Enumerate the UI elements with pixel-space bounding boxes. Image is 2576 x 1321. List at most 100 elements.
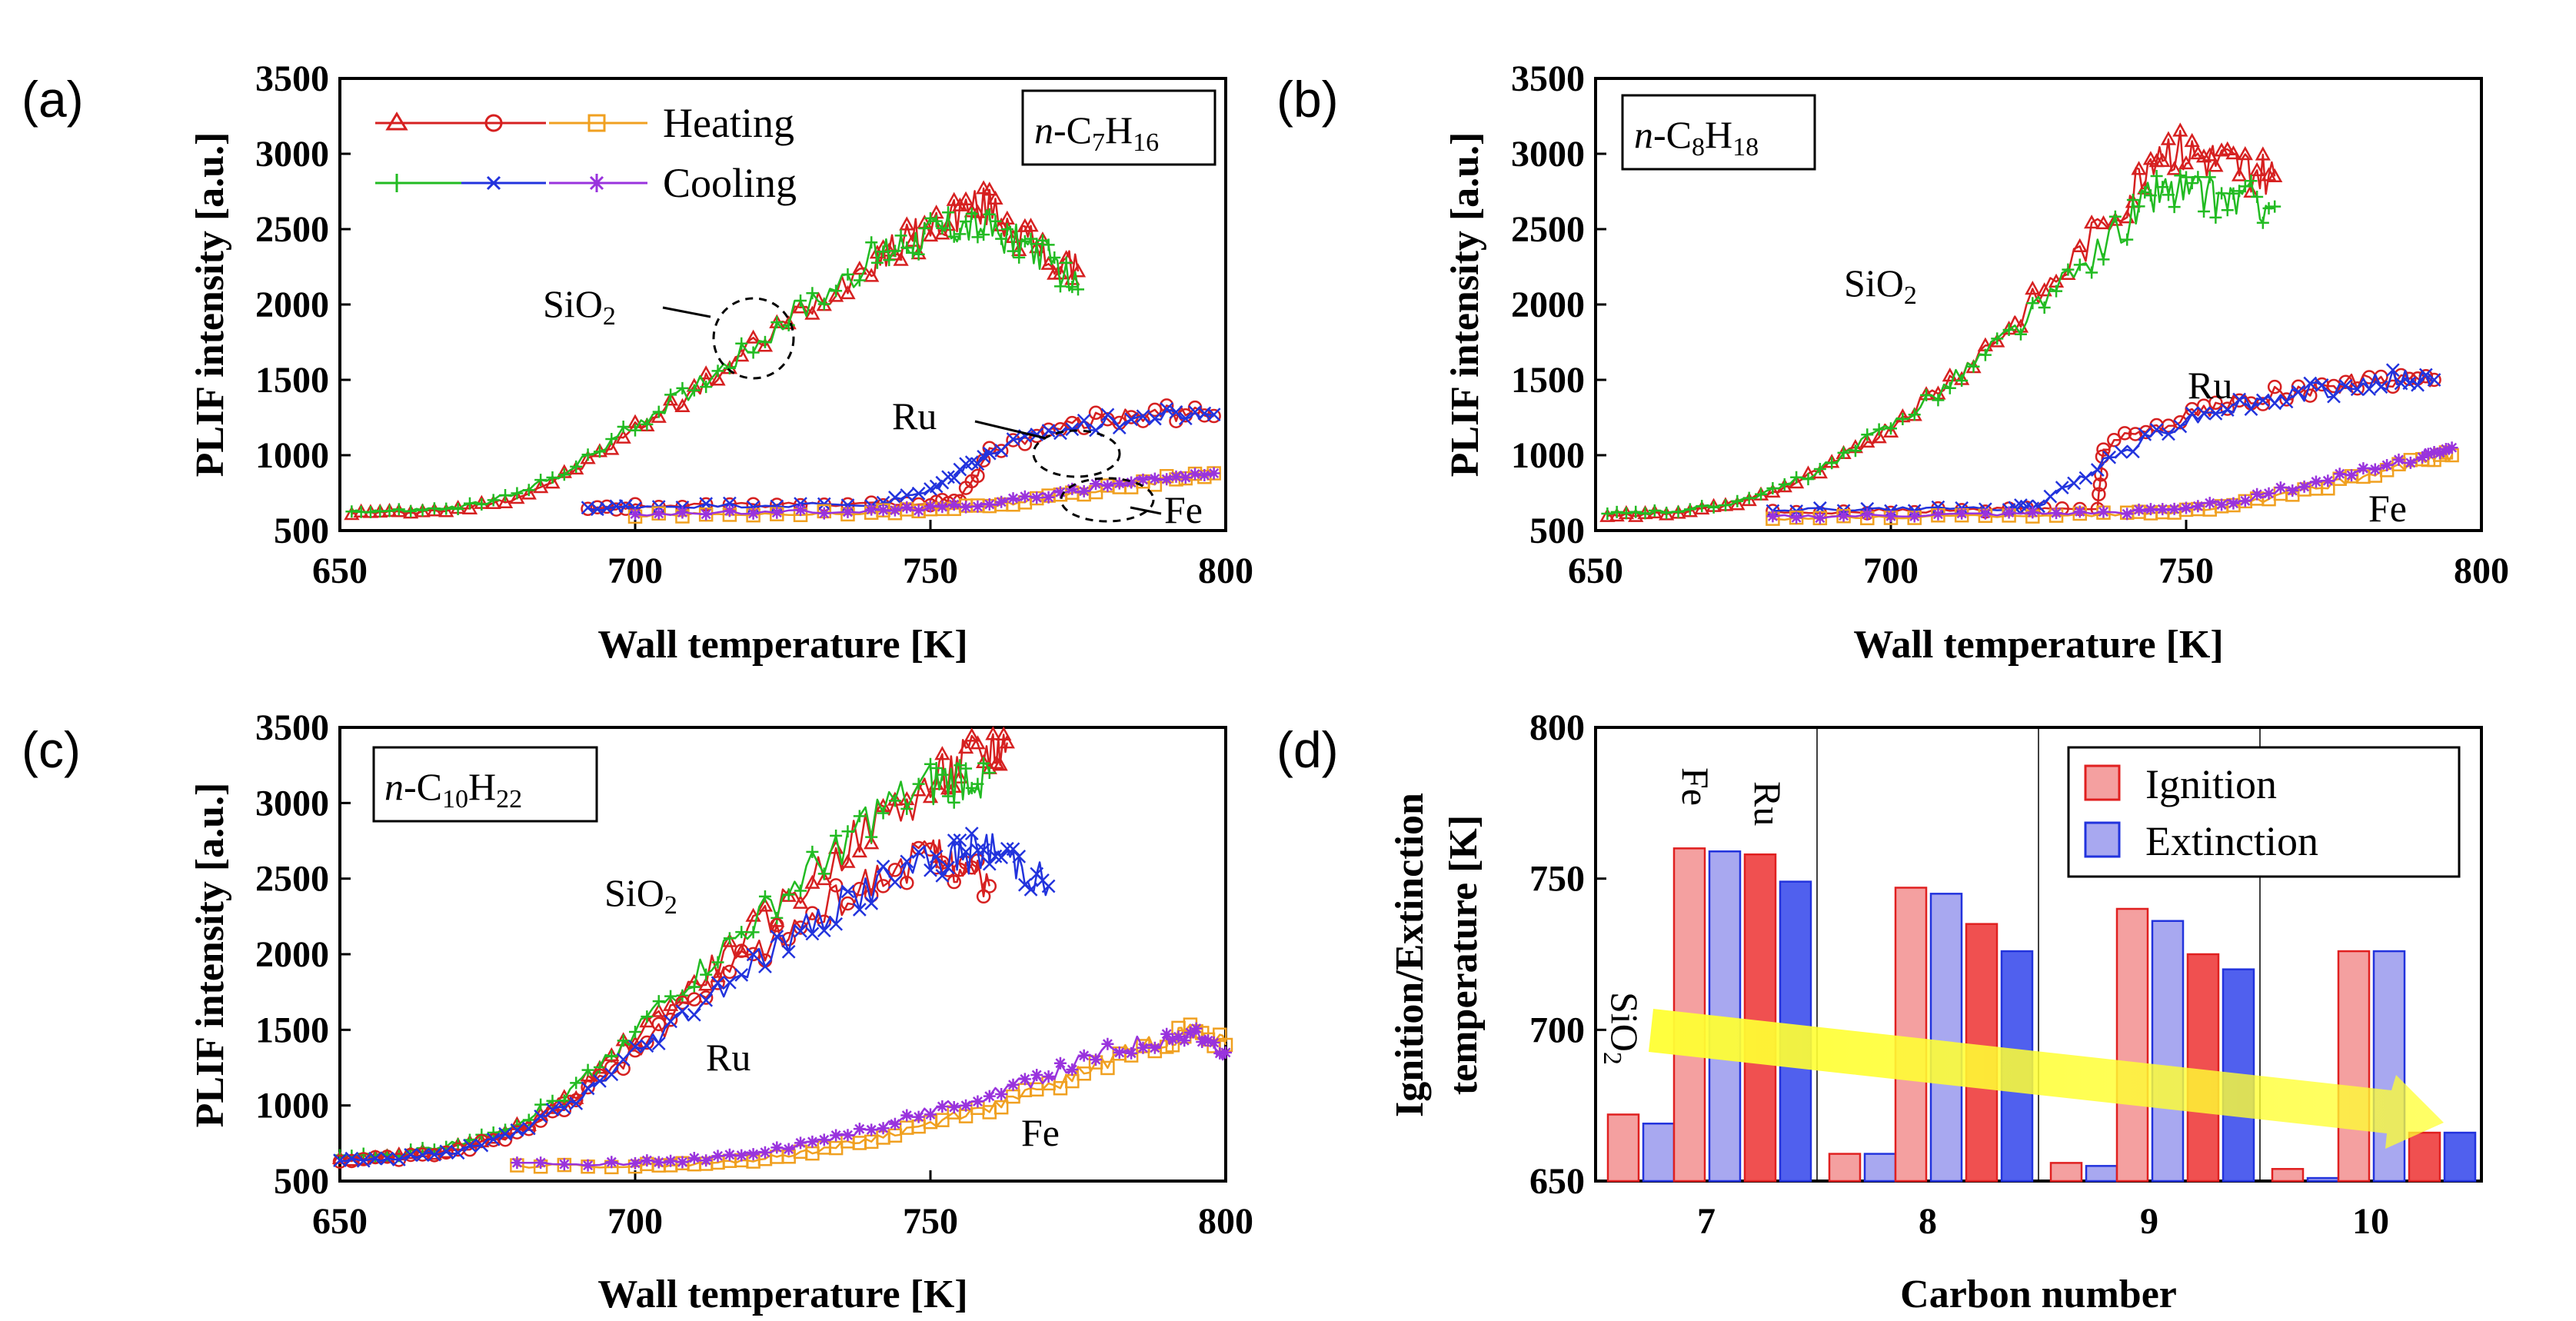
- data-point: [852, 881, 867, 897]
- data-point: [581, 448, 594, 461]
- surface-labels-d: Fe Ru SiO2: [1598, 767, 1789, 1065]
- bars-d: [1606, 847, 2477, 1183]
- data-point: [924, 863, 937, 877]
- data-point: [521, 1121, 536, 1136]
- data-point: [1030, 1069, 1043, 1081]
- data-point: [2168, 502, 2181, 515]
- data-point: [1030, 428, 1044, 441]
- ru-annotation-a: Ru: [892, 394, 937, 438]
- data-point: [995, 232, 1008, 245]
- data-point: [392, 503, 405, 516]
- data-point: [2262, 201, 2275, 215]
- data-point: [888, 245, 901, 258]
- y-tick-label: 3500: [255, 58, 329, 99]
- data-point: [841, 268, 854, 281]
- data-point: [982, 857, 997, 871]
- data-point: [1172, 1030, 1185, 1043]
- data-point: [2421, 448, 2435, 461]
- data-point: [758, 1146, 771, 1159]
- data-point: [700, 507, 713, 521]
- data-point: [711, 364, 724, 378]
- data-point: [746, 947, 760, 962]
- data-point: [498, 1126, 512, 1141]
- series-fe-cooling: [629, 467, 1220, 521]
- data-point: [2192, 500, 2205, 513]
- data-point: [2172, 122, 2188, 137]
- bar-sio2-ignition-c7: [1606, 1113, 1640, 1183]
- xlabel-b: Wall temperature [K]: [1853, 623, 2223, 667]
- data-point: [2309, 475, 2322, 488]
- data-point: [770, 316, 784, 329]
- data-point: [428, 502, 441, 515]
- data-point: [2219, 141, 2235, 155]
- data-point: [1920, 388, 1933, 401]
- x-tick-label: 650: [312, 551, 368, 591]
- data-point: [2108, 210, 2122, 223]
- legend-triangle-marker: [385, 111, 408, 131]
- data-point: [2190, 145, 2206, 160]
- data-point: [2185, 177, 2198, 190]
- data-point: [641, 1154, 654, 1167]
- data-point: [1018, 1073, 1031, 1086]
- data-point: [629, 424, 641, 437]
- data-point: [947, 471, 961, 485]
- data-point: [794, 294, 807, 308]
- data-point: [930, 215, 943, 228]
- data-point: [1908, 510, 1921, 523]
- data-point: [888, 491, 902, 504]
- data-point: [2231, 167, 2248, 181]
- data-point: [877, 245, 890, 258]
- series-sio2-cooling: [1601, 169, 2281, 520]
- data-point: [1731, 494, 1744, 507]
- data-point: [617, 421, 630, 434]
- data-point: [2445, 441, 2458, 454]
- data-point: [911, 486, 926, 501]
- data-point: [629, 1026, 641, 1039]
- data-point: [865, 830, 878, 844]
- data-point: [735, 337, 748, 350]
- legend-x-marker: [486, 175, 501, 191]
- legend-plus-marker: [388, 174, 406, 192]
- y-tick-label: 3000: [1511, 134, 1585, 175]
- data-point: [2215, 187, 2228, 200]
- data-point: [942, 790, 955, 803]
- data-point: [440, 502, 453, 515]
- data-point: [870, 256, 884, 269]
- data-point: [1707, 501, 1720, 514]
- data-point: [1660, 507, 1673, 520]
- data-point: [781, 932, 796, 947]
- data-point: [651, 1037, 666, 1051]
- data-point: [497, 494, 514, 509]
- data-point: [2203, 171, 2216, 184]
- data-point: [2149, 422, 2164, 437]
- data-point: [1041, 424, 1056, 438]
- data-point: [604, 441, 620, 455]
- data-point: [2097, 253, 2110, 266]
- data-point: [2078, 471, 2093, 485]
- data-point: [1053, 280, 1067, 293]
- data-point: [2227, 187, 2240, 200]
- data-point: [2237, 146, 2253, 161]
- data-point: [794, 1136, 807, 1150]
- data-point: [747, 346, 760, 359]
- data-point: [2315, 378, 2329, 392]
- data-point: [2338, 378, 2353, 393]
- data-point: [534, 1109, 548, 1123]
- fe-callout-ellipse-a: [1060, 477, 1155, 523]
- data-point: [2208, 407, 2223, 421]
- data-point: [1042, 1070, 1055, 1083]
- data-point: [735, 926, 748, 939]
- data-point: [511, 487, 524, 500]
- data-point: [877, 1122, 890, 1135]
- data-point: [1813, 462, 1826, 475]
- data-point: [1024, 232, 1037, 245]
- data-point: [877, 807, 890, 820]
- x-tick-label: 700: [1863, 551, 1919, 591]
- data-point: [2244, 402, 2258, 416]
- data-point: [617, 1034, 630, 1047]
- data-point: [804, 874, 820, 889]
- data-point: [557, 1158, 571, 1171]
- data-point: [1790, 511, 1803, 524]
- data-point: [2303, 388, 2318, 403]
- series-a: [344, 180, 1221, 524]
